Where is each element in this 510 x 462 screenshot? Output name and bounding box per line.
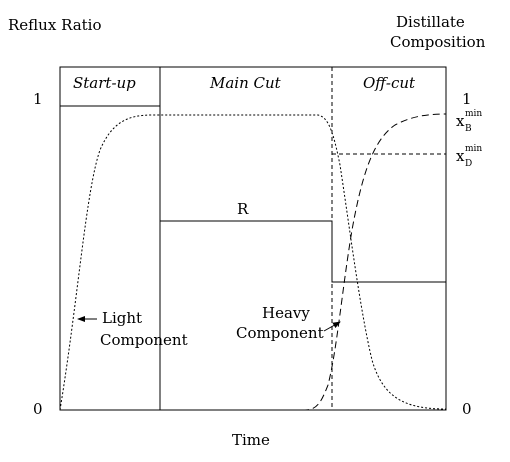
heavy-component-label-line1: Heavy [262,304,310,322]
plot-frame [59,66,447,411]
left-axis-title: Reflux Ratio [8,16,102,34]
light-component-label-line2: Component [100,331,188,349]
phase-label-off-cut: Off-cut [363,74,416,92]
xb-min-base: x [456,112,465,130]
x-axis-label: Time [232,431,270,449]
xb-min-superscript: min [465,109,482,119]
xd-min-base: x [456,147,465,165]
left-axis-max-label: 1 [33,90,43,108]
xd-min-label: x D min [456,144,482,169]
reflux-ratio-profile [60,105,446,283]
right-axis-max-label: 1 [462,90,472,108]
light-component-curve [59,114,447,411]
right-axis-min-label: 0 [462,400,472,418]
xd-min-subscript: D [465,159,472,169]
right-axis-title-line2: Composition [390,33,486,51]
xd-min-superscript: min [465,144,482,154]
phase-label-startup: Start-up [73,74,136,92]
heavy-component-curve [60,113,447,411]
right-axis-title-line1: Distillate [396,13,465,31]
left-axis-min-label: 0 [33,400,43,418]
xb-min-label: x B min [456,109,482,134]
light-component-label-line1: Light [102,309,142,327]
heavy-component-arrow [323,321,341,332]
reflux-label: R [237,200,249,218]
phase-label-main-cut: Main Cut [209,74,282,92]
xb-min-subscript: B [465,124,472,134]
heavy-component-label-line2: Component [236,324,324,342]
